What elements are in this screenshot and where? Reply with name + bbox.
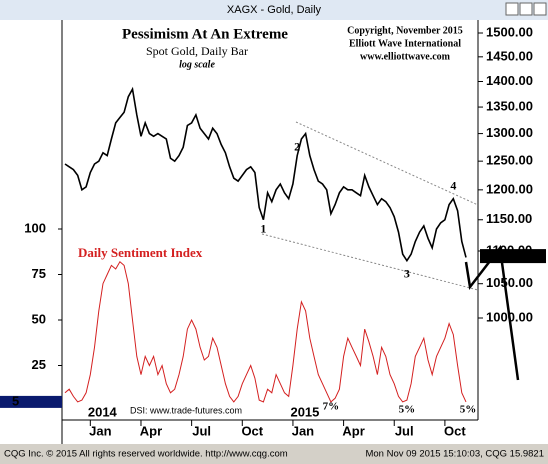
current-value-box (0, 395, 62, 408)
sentiment-line (64, 261, 467, 403)
y-tick-label: 1450.00 (486, 48, 533, 63)
credit: Copyright, November 2015 (347, 25, 463, 36)
y-tick-label: 1050.00 (486, 275, 533, 290)
wave-label: 4 (450, 178, 456, 192)
wave-label: 2 (294, 139, 300, 153)
y-tick-label: 1350.00 (486, 98, 533, 113)
y-tick-label: 1400.00 (486, 73, 533, 88)
footer-right: Mon Nov 09 2015 15:10:03, CQG 15.9821 (365, 449, 544, 460)
year-label: 2015 (290, 404, 319, 419)
y-tick-label: 25 (32, 357, 46, 372)
title-bar (0, 0, 548, 20)
scale-note: log scale (179, 59, 215, 70)
year-label: 2014 (88, 404, 118, 419)
y-tick-label: 1000.00 (486, 309, 533, 324)
value-note: 5% (460, 404, 477, 416)
trendline (295, 121, 479, 206)
footer-left: CQG Inc. © 2015 All rights reserved worl… (4, 449, 288, 460)
y-tick-label: 1300.00 (486, 125, 533, 140)
credit: www.elliottwave.com (360, 51, 451, 62)
y-tick-label: 100 (24, 220, 46, 235)
window-controls[interactable] (505, 2, 547, 16)
y-tick-label: 5 (12, 393, 19, 408)
x-tick-label: Jul (395, 423, 414, 438)
window-title: XAGX - Gold, Daily (227, 4, 322, 16)
credit: Elliott Wave International (349, 38, 461, 49)
dsi-title: Daily Sentiment Index (78, 245, 203, 260)
price-line (64, 86, 467, 263)
dsi-source: DSI: www.trade-futures.com (130, 405, 242, 415)
wave-label: 3 (404, 266, 410, 280)
trendline (261, 233, 479, 291)
x-tick-label: Jan (89, 423, 111, 438)
x-tick-label: Jan (292, 423, 314, 438)
x-tick-label: Oct (444, 423, 466, 438)
x-tick-label: Jul (192, 423, 211, 438)
y-tick-label: 1500.00 (486, 24, 533, 39)
y-tick-label: 1250.00 (486, 153, 533, 168)
status-bar (0, 444, 548, 464)
y-tick-label: 1150.00 (486, 211, 532, 226)
plot-background (0, 20, 548, 444)
x-tick-label: Apr (342, 423, 364, 438)
last-price-label: 1092.06 (490, 248, 537, 263)
hand-drawn-arrow (464, 244, 520, 381)
y-tick-label: 1200.00 (486, 181, 533, 196)
last-price-box (480, 249, 546, 264)
value-note: 5% (399, 404, 416, 416)
x-tick-label: Oct (241, 423, 263, 438)
x-tick-label: Apr (140, 423, 162, 438)
y-tick-label: 50 (32, 311, 46, 326)
subtitle: Spot Gold, Daily Bar (146, 44, 248, 58)
title: Pessimism At An Extreme (122, 26, 288, 42)
value-note: 7% (323, 401, 340, 413)
wave-label: 1 (260, 222, 266, 236)
y-tick-label: 75 (32, 266, 46, 281)
